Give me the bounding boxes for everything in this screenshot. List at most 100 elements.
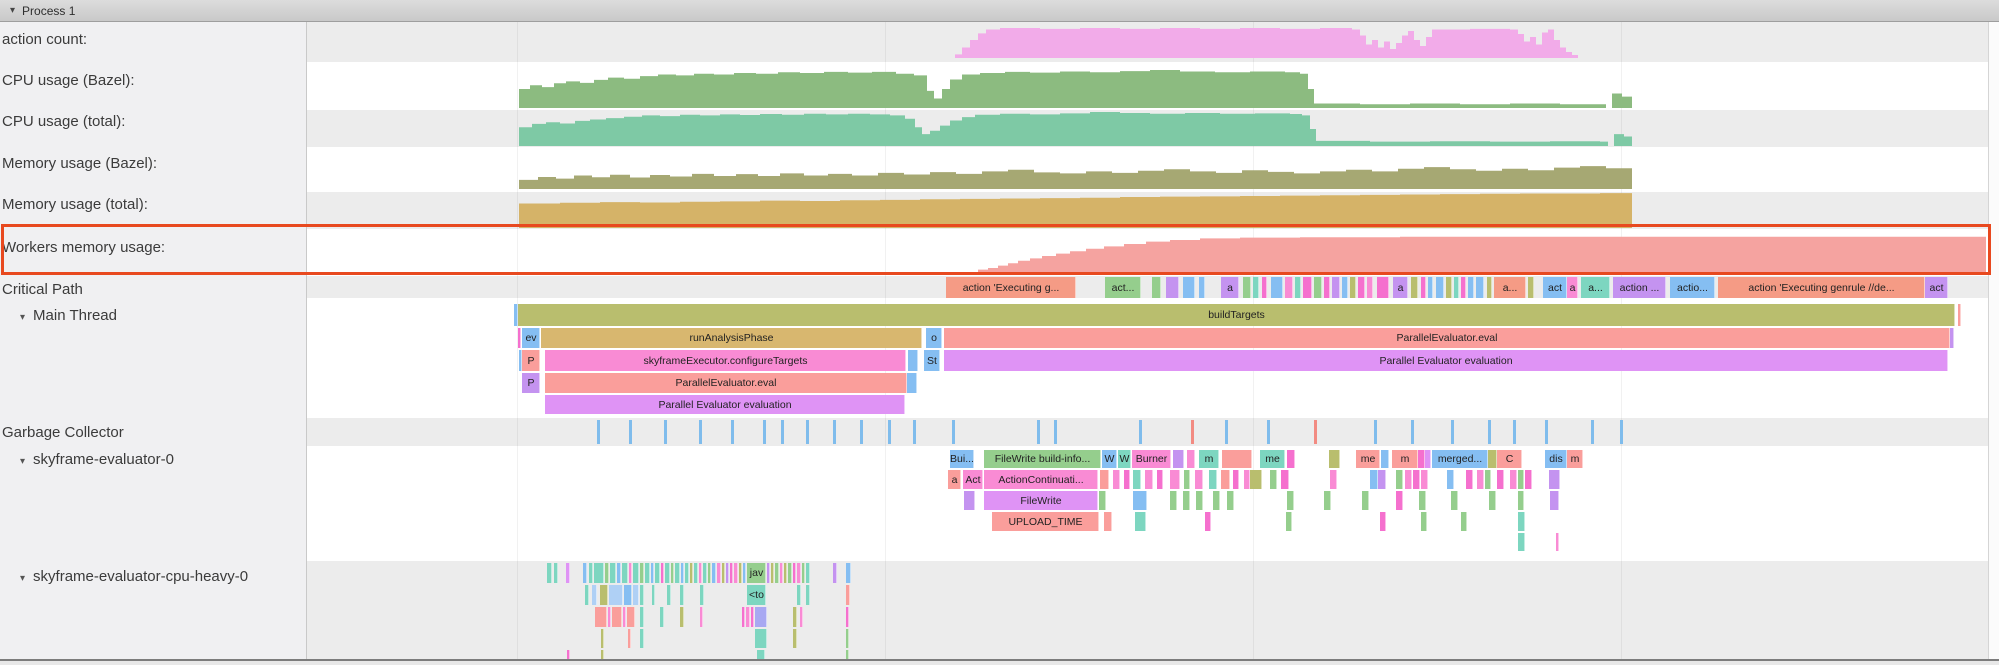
- trace-slice-skyframe-evaluator-0[interactable]: [1187, 450, 1195, 468]
- gc-tick[interactable]: [952, 420, 955, 444]
- trace-slice-critical-path[interactable]: [1243, 277, 1251, 298]
- trace-slice-skyframe-evaluator-cpu-heavy-0[interactable]: [800, 607, 803, 627]
- trace-slice-skyframe-evaluator-0[interactable]: [1378, 470, 1386, 489]
- track-label-skyframe-evaluator-cpu-heavy-0[interactable]: ▾ skyframe-evaluator-cpu-heavy-0: [20, 567, 248, 587]
- trace-slice-p[interactable]: P: [522, 373, 540, 393]
- trace-slice-skyframe-evaluator-cpu-heavy-0[interactable]: [846, 629, 849, 648]
- trace-slice-skyframe-evaluator-cpu-heavy-0[interactable]: [609, 585, 623, 605]
- trace-slice-a[interactable]: a: [948, 470, 961, 489]
- trace-slice-skyframe-evaluator-0[interactable]: [1380, 512, 1386, 531]
- trace-slice-skyframe-evaluator-0[interactable]: [1550, 491, 1559, 510]
- trace-slice-skyframe-evaluator-cpu-heavy-0[interactable]: [617, 563, 621, 583]
- trace-slice-skyframe-evaluator-0[interactable]: [1324, 491, 1331, 510]
- trace-slice-m[interactable]: m: [1567, 450, 1583, 468]
- trace-slice-skyframe-evaluator-cpu-heavy-0[interactable]: [612, 607, 622, 627]
- trace-slice-skyframe-evaluator-cpu-heavy-0[interactable]: [746, 607, 750, 627]
- collapse-triangle-icon[interactable]: ▾: [10, 5, 16, 16]
- trace-slice-main-thread[interactable]: [908, 350, 918, 371]
- trace-slice-act[interactable]: act: [1925, 277, 1948, 298]
- trace-slice-merged[interactable]: merged...: [1432, 450, 1488, 468]
- trace-slice-skyframe-evaluator-cpu-heavy-0[interactable]: [583, 563, 587, 583]
- trace-slice-skyframe-evaluator-0[interactable]: [1281, 470, 1289, 489]
- trace-slice-critical-path[interactable]: [1253, 277, 1259, 298]
- trace-slice-critical-path[interactable]: [1324, 277, 1330, 298]
- gc-tick[interactable]: [1314, 420, 1317, 444]
- trace-slice-skyframe-evaluator-0[interactable]: [1113, 470, 1120, 489]
- trace-slice-parallelevaluator-eval[interactable]: ParallelEvaluator.eval: [944, 328, 1950, 348]
- trace-slice-skyframe-evaluator-cpu-heavy-0[interactable]: [703, 563, 707, 583]
- trace-slice-c[interactable]: C: [1497, 450, 1522, 468]
- trace-slice-skyframe-evaluator-0[interactable]: [1145, 470, 1153, 489]
- trace-slice-skyframe-evaluator-cpu-heavy-0[interactable]: [633, 563, 639, 583]
- trace-slice-skyframe-evaluator-0[interactable]: [1421, 512, 1427, 531]
- trace-slice-skyframe-evaluator-cpu-heavy-0[interactable]: [627, 607, 635, 627]
- trace-slice-burner[interactable]: Burner: [1132, 450, 1171, 468]
- trace-slice-skyframe-evaluator-0[interactable]: [1419, 491, 1426, 510]
- trace-slice-skyframe-evaluator-cpu-heavy-0[interactable]: [797, 585, 801, 605]
- track-label-workers-memory-usage[interactable]: Workers memory usage:: [2, 238, 165, 258]
- trace-slice-upload-time[interactable]: UPLOAD_TIME: [992, 512, 1099, 531]
- trace-slice-critical-path[interactable]: [1454, 277, 1459, 298]
- gc-tick[interactable]: [913, 420, 916, 444]
- trace-slice-skyframe-evaluator-0[interactable]: [1477, 470, 1484, 489]
- trace-slice-skyframe-evaluator-cpu-heavy-0[interactable]: [806, 563, 810, 583]
- trace-slice-skyframe-evaluator-cpu-heavy-0[interactable]: [660, 607, 664, 627]
- track-label-action-count[interactable]: action count:: [2, 30, 87, 50]
- gc-tick[interactable]: [806, 420, 809, 444]
- gc-tick[interactable]: [860, 420, 863, 444]
- trace-slice-skyframe-evaluator-cpu-heavy-0[interactable]: [784, 563, 787, 583]
- trace-slice-skyframe-evaluator-0[interactable]: [1173, 450, 1184, 468]
- gc-tick[interactable]: [597, 420, 600, 444]
- trace-slice-skyframe-evaluator-cpu-heavy-0[interactable]: [755, 629, 767, 648]
- trace-slice-skyframe-evaluator-0[interactable]: [1205, 512, 1211, 531]
- trace-slice-skyframe-evaluator-cpu-heavy-0[interactable]: [566, 563, 570, 583]
- trace-slice-skyframe-evaluator-0[interactable]: [1329, 450, 1340, 468]
- trace-slice-critical-path[interactable]: [1461, 277, 1466, 298]
- trace-slice-skyframe-evaluator-0[interactable]: [1286, 512, 1292, 531]
- timeline-canvas[interactable]: action 'Executing g... act... a a a... act a a.…: [307, 22, 1988, 660]
- trace-slice-skyframe-evaluator-cpu-heavy-0[interactable]: [567, 650, 570, 660]
- trace-slice-skyframe-evaluator-cpu-heavy-0[interactable]: [743, 563, 746, 583]
- trace-slice-critical-path[interactable]: [1446, 277, 1452, 298]
- trace-slice-skyframe-evaluator-cpu-heavy-0[interactable]: [757, 650, 765, 660]
- trace-slice-skyframe-evaluator-cpu-heavy-0[interactable]: [623, 607, 626, 627]
- gc-tick[interactable]: [1488, 420, 1491, 444]
- trace-slice-skyframe-evaluator-cpu-heavy-0[interactable]: [722, 563, 725, 583]
- trace-slice-skyframe-evaluator-cpu-heavy-0[interactable]: [655, 563, 660, 583]
- trace-slice-skyframe-evaluator-cpu-heavy-0[interactable]: [700, 585, 704, 605]
- trace-slice-skyframe-evaluator-cpu-heavy-0[interactable]: [547, 563, 552, 583]
- trace-slice-skyframe-evaluator-cpu-heavy-0[interactable]: [671, 563, 674, 583]
- trace-slice-skyframe-evaluator-0[interactable]: [1133, 470, 1141, 489]
- trace-slice-critical-path[interactable]: [1199, 277, 1205, 298]
- trace-slice-skyframe-evaluator-cpu-heavy-0[interactable]: [600, 585, 608, 605]
- gc-tick[interactable]: [888, 420, 891, 444]
- trace-slice-skyframe-evaluator-0[interactable]: [1497, 470, 1504, 489]
- trace-slice-skyframe-evaluator-0[interactable]: [1518, 491, 1524, 510]
- trace-slice-action-executing-genrule-de[interactable]: action 'Executing genrule //de...: [1718, 277, 1925, 298]
- trace-slice-skyframe-evaluator-cpu-heavy-0[interactable]: [694, 563, 698, 583]
- trace-slice-skyframe-evaluator-cpu-heavy-0[interactable]: [640, 607, 644, 627]
- trace-slice-critical-path[interactable]: [1166, 277, 1179, 298]
- trace-slice-skyframe-evaluator-cpu-heavy-0[interactable]: [685, 563, 689, 583]
- trace-slice-skyframe-evaluator-0[interactable]: [1221, 470, 1230, 489]
- trace-slice-critical-path[interactable]: [1428, 277, 1433, 298]
- trace-slice-jav[interactable]: jav: [747, 563, 766, 583]
- trace-slice-critical-path[interactable]: [1295, 277, 1301, 298]
- trace-slice-skyframe-evaluator-0[interactable]: [1451, 491, 1458, 510]
- gc-tick[interactable]: [1191, 420, 1194, 444]
- trace-slice-critical-path[interactable]: [1350, 277, 1356, 298]
- trace-slice-to[interactable]: <to: [747, 585, 766, 605]
- trace-slice-skyframe-evaluator-0[interactable]: [1381, 450, 1389, 468]
- trace-slice-skyframe-evaluator-0[interactable]: [1170, 491, 1177, 510]
- trace-slice-critical-path[interactable]: [1271, 277, 1283, 298]
- trace-slice-a[interactable]: a: [1221, 277, 1239, 298]
- trace-slice-main-thread[interactable]: [1958, 304, 1961, 326]
- trace-slice-main-thread[interactable]: [514, 304, 518, 326]
- trace-slice-skyframe-evaluator-cpu-heavy-0[interactable]: [645, 563, 650, 583]
- trace-slice-skyframe-evaluator-0[interactable]: [1250, 470, 1262, 489]
- trace-slice-skyframe-evaluator-0[interactable]: [1184, 470, 1190, 489]
- gc-tick[interactable]: [1591, 420, 1594, 444]
- gc-tick[interactable]: [1513, 420, 1516, 444]
- trace-slice-skyframe-evaluator-cpu-heavy-0[interactable]: [690, 563, 693, 583]
- trace-slice-w[interactable]: W: [1102, 450, 1117, 468]
